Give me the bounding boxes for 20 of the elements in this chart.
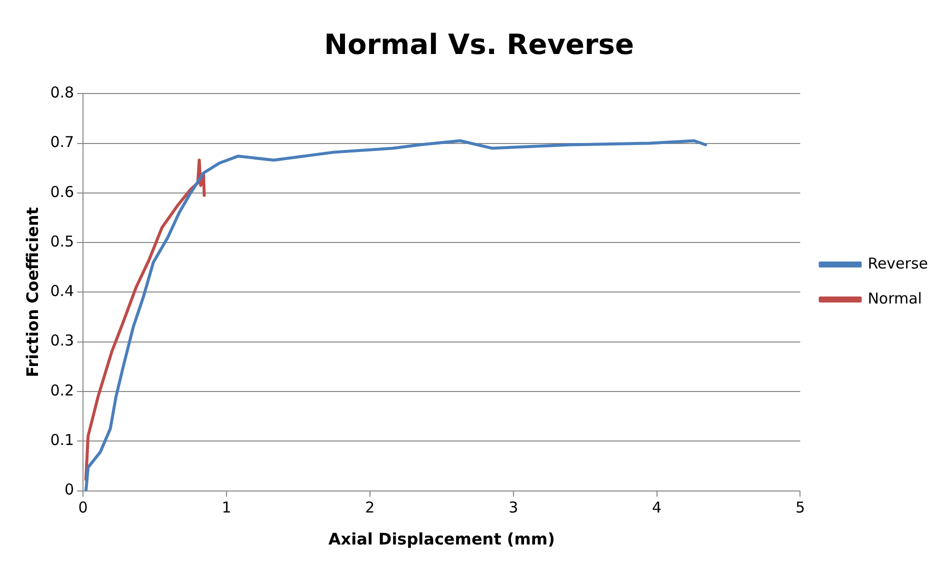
chart-title: Normal Vs. Reverse — [324, 28, 634, 62]
x-tick-label: 1 — [222, 498, 232, 517]
y-tick-label: 0.1 — [50, 431, 74, 450]
y-tick-label: 0.2 — [50, 381, 74, 400]
x-tick-label: 0 — [78, 498, 88, 517]
x-tick-label: 2 — [365, 498, 375, 517]
y-tick-label: 0.3 — [50, 332, 74, 350]
x-tick-label: 5 — [795, 498, 805, 517]
legend-label: Normal — [868, 289, 922, 308]
x-tick-label: 4 — [652, 498, 662, 517]
y-tick-label: 0.4 — [50, 282, 74, 300]
y-tick-label: 0.7 — [50, 133, 74, 152]
y-tick-label: 0.5 — [50, 232, 74, 250]
x-tick-label: 3 — [508, 498, 518, 517]
legend-label: Reverse — [868, 254, 928, 272]
y-tick-label: 0.6 — [50, 182, 74, 201]
x-axis-title: Axial Displacement (mm) — [328, 530, 555, 549]
y-axis-title: Friction Coefficient — [22, 206, 42, 378]
y-tick-label: 0.8 — [50, 83, 74, 102]
y-tick-label: 0 — [64, 480, 74, 499]
